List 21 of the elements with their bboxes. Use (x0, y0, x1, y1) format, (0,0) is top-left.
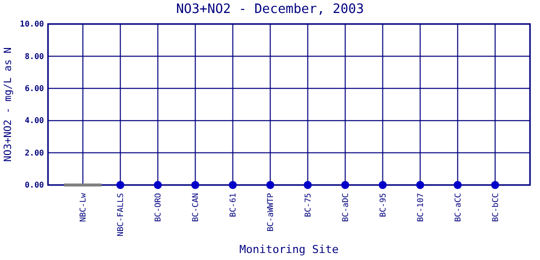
y-tick-label: 6.00 (24, 84, 44, 93)
x-tick-label: BC-95 (378, 192, 388, 218)
y-tick-label: 0.00 (24, 180, 44, 190)
y-axis-title: NO3+NO2 - mg/L as N (3, 47, 14, 162)
x-tick-label: NBC-Lw (78, 192, 88, 222)
x-tick-label: BC-aDC (341, 192, 350, 222)
x-tick-label: BC-107 (416, 192, 425, 222)
x-tick-label: NBC-FALLS (116, 192, 126, 236)
x-tick-label: BC-aCC (453, 192, 462, 222)
x-tick-label: BC-61 (228, 192, 238, 218)
y-tick-label: 2.00 (24, 148, 44, 158)
x-tick-label: BC-75 (304, 192, 313, 218)
x-tick-label: BC-CAN (191, 192, 200, 222)
x-axis-title: Monitoring Site (239, 243, 339, 256)
x-tick-label: BC-ORO (154, 192, 163, 222)
chart-title: NO3+NO2 - December, 2003 (176, 2, 364, 17)
y-tick-label: 10.00 (20, 20, 44, 29)
y-tick-label: 4.00 (24, 116, 44, 126)
x-tick-label: BC-bCC (490, 192, 500, 222)
x-tick-label: BC-aWWTP (266, 192, 276, 232)
y-tick-label: 8.00 (24, 52, 44, 61)
